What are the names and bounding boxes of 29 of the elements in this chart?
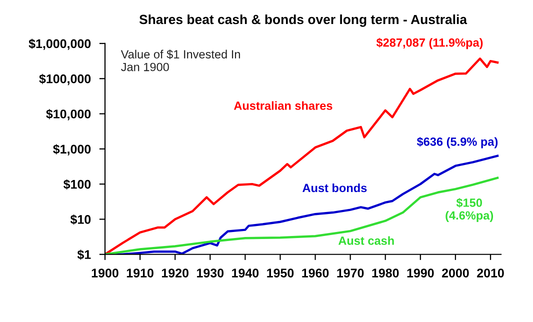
annotation: $150 (4.6%pa) xyxy=(446,198,494,222)
y-tick-label: $1 xyxy=(77,250,91,260)
x-tick-label: 2000 xyxy=(442,268,469,278)
y-tick-label: $100,000 xyxy=(39,74,91,86)
annotation: Value of $1 Invested In Jan 1900 xyxy=(120,50,240,72)
series-label: Aust cash xyxy=(338,236,394,245)
x-tick-label: 1930 xyxy=(197,268,224,278)
line-series xyxy=(105,176,499,254)
y-tick-label: $1,000,000 xyxy=(28,38,91,50)
y-tick-label: $10 xyxy=(70,214,91,225)
series-label: Aust bonds xyxy=(302,183,367,192)
x-tick-label: 1910 xyxy=(126,268,154,278)
y-tick-label: $1,000 xyxy=(53,144,91,156)
x-tick-label: 1990 xyxy=(407,268,434,278)
annotation: $636 (5.9% pa) xyxy=(416,136,498,148)
x-tick-label: 2010 xyxy=(477,268,504,278)
x-tick-label: 1940 xyxy=(232,268,259,278)
x-tick-label: 1900 xyxy=(92,268,118,278)
y-tick-label: $10,000 xyxy=(46,109,91,120)
x-tick-label: 1970 xyxy=(337,268,364,278)
text: Australian shares xyxy=(234,101,332,110)
x-tick-label: 1960 xyxy=(302,268,329,278)
line-series xyxy=(105,58,499,254)
x-tick-label: 1950 xyxy=(267,268,294,278)
chart-title: Shares beat cash & bonds over long term - Australia xyxy=(139,14,468,27)
x-tick-label: 1920 xyxy=(162,268,188,278)
x-tick-label: 1980 xyxy=(372,268,399,278)
y-tick-label: $100 xyxy=(63,179,91,190)
annotation: $287,087 (11.9%pa) xyxy=(376,38,483,50)
